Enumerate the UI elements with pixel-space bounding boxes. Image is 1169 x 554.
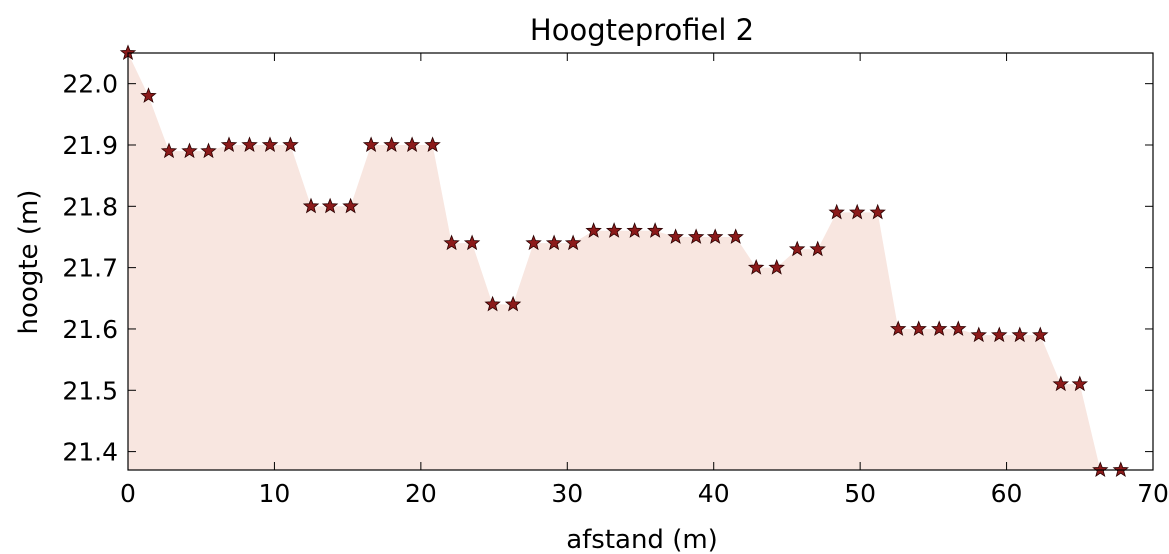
x-tick-label: 70	[1137, 479, 1169, 508]
data-point-marker	[768, 258, 785, 275]
data-point-marker	[342, 197, 359, 214]
data-point-marker	[220, 136, 238, 153]
data-point-marker	[646, 222, 664, 238]
data-point-marker	[991, 326, 1008, 343]
data-point-marker	[890, 320, 907, 336]
data-point-marker	[1052, 375, 1069, 392]
data-point-marker	[443, 234, 460, 251]
data-point-marker	[626, 222, 643, 238]
data-point-marker	[849, 203, 866, 220]
x-axis-title: afstand (m)	[566, 525, 718, 554]
x-tick-label: 50	[844, 479, 876, 508]
x-tick-label: 0	[120, 479, 136, 508]
y-axis-title: hoogte (m)	[14, 190, 44, 335]
data-point-marker	[667, 228, 684, 244]
x-tick-label: 60	[991, 479, 1023, 508]
data-point-marker	[788, 240, 806, 257]
data-point-marker	[181, 142, 198, 159]
data-point-marker	[747, 258, 765, 275]
data-point-marker	[564, 234, 582, 251]
data-point-marker	[910, 320, 927, 336]
data-point-marker	[545, 234, 563, 251]
data-point-marker	[828, 203, 845, 220]
elevation-area	[128, 53, 1121, 470]
data-point-marker	[931, 320, 948, 336]
data-point-marker	[1071, 375, 1088, 392]
data-point-marker	[403, 136, 421, 153]
data-point-marker	[1112, 461, 1129, 478]
x-tick-label: 30	[551, 479, 583, 508]
y-tick-label: 21.6	[62, 315, 118, 344]
data-point-marker	[706, 228, 724, 244]
data-point-marker	[687, 228, 705, 244]
data-point-marker	[282, 136, 299, 153]
y-tick-label: 21.5	[62, 376, 118, 405]
data-point-marker	[383, 136, 400, 153]
data-point-marker	[525, 234, 542, 251]
data-point-marker	[321, 197, 339, 214]
y-tick-label: 21.9	[62, 131, 118, 160]
data-point-marker	[1092, 461, 1109, 478]
data-point-marker	[484, 295, 501, 312]
y-tick-label: 21.8	[62, 192, 118, 221]
data-point-marker	[950, 320, 967, 336]
y-tick-label: 21.7	[62, 254, 118, 283]
data-point-marker	[424, 136, 441, 153]
data-point-marker	[970, 326, 987, 343]
data-point-marker	[261, 136, 279, 153]
data-point-marker	[809, 240, 826, 257]
data-point-marker	[504, 295, 522, 312]
data-point-marker	[1011, 326, 1028, 343]
x-tick-label: 40	[698, 479, 730, 508]
data-point-marker	[200, 142, 217, 159]
data-point-marker	[463, 234, 481, 251]
y-tick-label: 21.4	[62, 438, 118, 467]
data-point-marker	[1032, 326, 1049, 343]
data-point-marker	[585, 222, 602, 238]
data-point-marker	[869, 203, 886, 220]
data-point-marker	[362, 136, 380, 153]
chart-title: Hoogteprofiel 2	[530, 13, 754, 47]
x-tick-label: 10	[259, 479, 291, 508]
data-point-marker	[302, 197, 320, 214]
data-point-marker	[605, 222, 623, 238]
data-point-marker	[160, 142, 178, 159]
data-point-marker	[727, 228, 744, 244]
x-tick-label: 20	[405, 479, 437, 508]
data-point-marker	[241, 136, 258, 153]
plot-frame	[127, 52, 1154, 471]
data-point-marker	[140, 87, 157, 103]
plot-area: 0 10 20 30 40 50 60 70 21.4 21.5 21.6 21.7 21.8 21.9 2…	[62, 44, 1169, 508]
y-tick-label: 22.0	[62, 70, 118, 99]
